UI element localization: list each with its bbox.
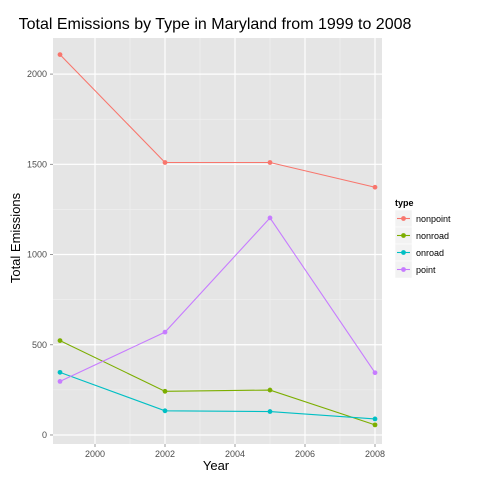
legend-item-nonpoint: nonpoint <box>394 209 451 228</box>
x-tick-label: 2006 <box>295 449 315 459</box>
y-tick-label: 1000 <box>27 250 47 260</box>
series-onroad <box>57 369 378 422</box>
legend-label: onroad <box>416 248 444 258</box>
legend-key-point <box>401 216 406 221</box>
series-point <box>57 215 378 384</box>
data-point-nonroad <box>162 388 168 394</box>
legend-item-nonroad: nonroad <box>394 226 449 245</box>
series-nonroad <box>57 338 378 428</box>
plot-panel <box>53 38 382 444</box>
legend: type nonpoint nonroad onroad point <box>394 198 451 279</box>
series-line-onroad <box>59 371 376 420</box>
data-point-point <box>267 215 273 221</box>
data-point-nonroad <box>372 422 378 428</box>
legend-key-point <box>401 267 406 272</box>
legend-item-onroad: onroad <box>394 243 444 262</box>
data-point-point <box>57 378 63 384</box>
data-point-nonroad <box>57 338 63 344</box>
x-tick-label: 2002 <box>155 449 175 459</box>
data-point-nonroad <box>267 387 273 393</box>
data-point-nonpoint <box>372 184 378 190</box>
data-point-onroad <box>267 409 273 414</box>
y-tick-label: 1500 <box>27 159 47 169</box>
minor-gridlines <box>53 38 382 444</box>
x-tick-label: 2008 <box>365 449 385 459</box>
data-point-onroad <box>57 369 63 375</box>
series-line-point <box>59 217 376 382</box>
y-axis-title: Total Emissions <box>8 192 23 283</box>
y-tick-label: 2000 <box>27 69 47 79</box>
major-gridlines <box>53 38 382 444</box>
legend-title: type <box>395 198 414 208</box>
y-tick-label: 500 <box>32 340 47 350</box>
legend-label: point <box>416 265 436 275</box>
x-axis-ticks: 2000 2002 2004 2006 2008 <box>85 444 385 459</box>
y-tick-label: 0 <box>42 430 47 440</box>
x-tick-label: 2000 <box>85 449 105 459</box>
x-tick-label: 2004 <box>225 449 245 459</box>
legend-items: nonpoint nonroad onroad point <box>394 209 451 279</box>
data-point-nonpoint <box>267 160 273 165</box>
chart-title: Total Emissions by Type in Maryland from… <box>19 16 412 33</box>
data-point-point <box>372 370 378 376</box>
series-line-nonpoint <box>59 54 376 188</box>
data-point-onroad <box>162 408 168 414</box>
series-line-nonroad <box>59 340 376 426</box>
data-point-point <box>162 329 168 335</box>
data-point-nonpoint <box>57 52 63 58</box>
legend-key-point <box>401 250 406 255</box>
legend-label: nonroad <box>416 231 449 241</box>
legend-item-point: point <box>394 260 436 279</box>
x-axis-title: Year <box>203 458 230 473</box>
series-nonpoint <box>57 52 378 190</box>
series-layer <box>57 52 378 428</box>
data-point-nonpoint <box>162 160 168 165</box>
legend-label: nonpoint <box>416 214 451 224</box>
y-axis-ticks: 0 500 1000 1500 2000 <box>27 69 53 440</box>
legend-key-point <box>401 233 406 238</box>
data-point-onroad <box>372 416 378 422</box>
